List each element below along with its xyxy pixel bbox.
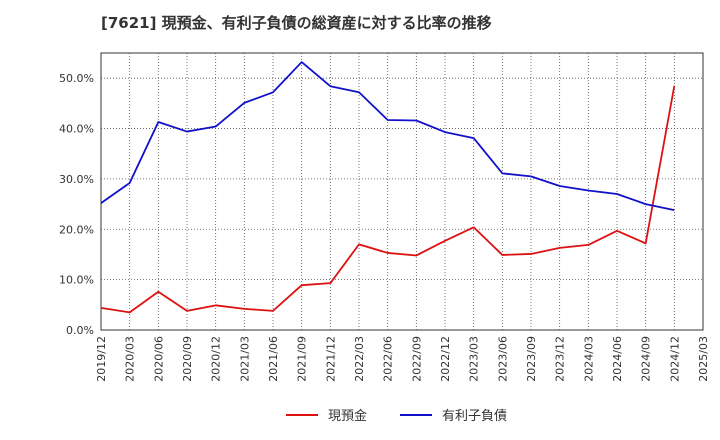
x-tick-label: 2024/09 — [640, 336, 653, 382]
x-tick-label: 2019/12 — [95, 336, 108, 382]
y-tick-label: 0.0% — [66, 324, 94, 337]
x-tick-label: 2021/06 — [267, 336, 280, 382]
y-axis: 0.0% 10.0% 20.0% 30.0% 40.0% 50.0% — [59, 72, 94, 337]
y-tick-label: 20.0% — [59, 223, 94, 236]
x-tick-label: 2023/03 — [468, 336, 481, 382]
y-tick-label: 30.0% — [59, 173, 94, 186]
x-tick-label: 2021/09 — [296, 336, 309, 382]
x-tick-label: 2022/06 — [382, 336, 395, 382]
x-tick-label: 2021/03 — [238, 336, 251, 382]
x-tick-label: 2023/12 — [554, 336, 567, 382]
series-line-cash — [100, 85, 676, 314]
y-tick-label: 40.0% — [59, 123, 94, 136]
x-tick-label: 2022/09 — [410, 336, 423, 382]
x-tick-label: 2024/06 — [611, 336, 624, 382]
y-tick-label: 10.0% — [59, 274, 94, 287]
x-tick-label: 2020/06 — [152, 336, 165, 382]
plot-area — [100, 52, 704, 331]
x-tick-label: 2023/06 — [496, 336, 509, 382]
legend-label: 有利子負債 — [442, 409, 507, 424]
x-tick-label: 2024/03 — [582, 336, 595, 382]
y-tick-label: 50.0% — [59, 72, 94, 85]
x-tick-label: 2020/12 — [210, 336, 223, 382]
x-tick-label: 2020/03 — [124, 336, 137, 382]
chart-title: [7621] 現預金、有利子負債の総資産に対する比率の推移 — [101, 14, 492, 32]
x-axis: 2019/12 2020/03 2020/06 2020/09 2020/12 2021/… — [95, 336, 710, 382]
x-tick-label: 2024/12 — [668, 336, 681, 382]
x-tick-label: 2022/03 — [353, 336, 366, 382]
legend: 現預金 有利子負債 — [286, 408, 507, 424]
x-tick-label: 2021/12 — [324, 336, 337, 382]
series-lines — [100, 61, 676, 314]
x-tick-label: 2020/09 — [181, 336, 194, 382]
x-tick-label: 2023/09 — [525, 336, 538, 382]
x-tick-label: 2025/03 — [697, 336, 710, 382]
grid-lines — [101, 53, 703, 330]
x-tick-label: 2022/12 — [439, 336, 452, 382]
legend-label: 現預金 — [328, 408, 367, 424]
series-line-debt — [100, 61, 675, 212]
